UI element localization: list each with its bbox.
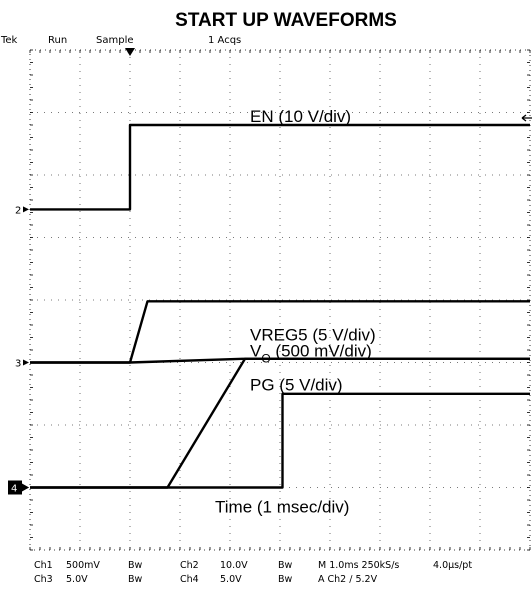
trigger-level-indicator (521, 114, 532, 122)
header-acq-mode: Sample (96, 35, 134, 46)
channel-marker-3: 3 (15, 359, 29, 370)
footer-r1-ch2: Ch2 (180, 560, 199, 571)
channel-marker-label: 3 (15, 359, 21, 370)
footer-r1-resolution: 4.0µs/pt (433, 560, 472, 571)
channel-marker-4: 4 (8, 480, 29, 495)
annotation-2: VREG5 (5 V/div) (250, 326, 376, 345)
annotation-5: Time (1 msec/div) (215, 498, 349, 517)
channel-marker-arrow (23, 206, 29, 213)
grid-border (29, 49, 531, 551)
channel-markers: 2314 (8, 205, 29, 495)
annotation-4: PG (5 V/div) (250, 376, 343, 395)
scope-header: Tek Run Sample 1 Acqs (0, 35, 241, 56)
footer-r2-trigger: A Ch2 ∕ 5.2V (318, 574, 378, 585)
trace-annotations: EN (10 V/div) VREG5 (5 V/div)VO (500 mV/d… (215, 107, 376, 517)
footer-r2-ch4-scale: 5.0V (220, 574, 242, 585)
channel-marker-label: 4 (11, 484, 17, 495)
footer-r2-ch4: Ch4 (180, 574, 199, 585)
footer-r2-ch3: Ch3 (34, 574, 53, 585)
footer-r1-timebase: M 1.0ms 250kS/s (318, 560, 399, 571)
graticule (29, 49, 531, 551)
channel-marker-label: 2 (15, 205, 21, 216)
header-brand: Tek (0, 35, 18, 46)
footer-r1-bw1: Bw (128, 560, 143, 571)
trace-5 (30, 392, 530, 489)
chart-title: START UP WAVEFORMS (175, 10, 397, 31)
channel-marker-box (8, 480, 22, 495)
footer-r1-ch2-scale: 10.0V (220, 560, 248, 571)
footer-r1-ch1: Ch1 (34, 560, 53, 571)
footer-r1-bw2: Bw (278, 560, 293, 571)
header-acq-count: 1 Acqs (208, 35, 241, 46)
trace-1 (30, 123, 530, 211)
annotation-3: VO (500 mV/div) (250, 341, 372, 365)
footer-r1-ch1-scale: 500mV (66, 560, 100, 571)
annotation-1: EN (10 V/div) (250, 107, 351, 126)
footer-r2-bw4: Bw (278, 574, 293, 585)
channel-marker-arrow (23, 359, 29, 366)
channel-marker-arrow (22, 483, 29, 492)
scope-footer: Ch1 500mV Bw Ch2 10.0V Bw M 1.0ms 250kS/… (34, 560, 472, 585)
footer-r2-bw3: Bw (128, 574, 143, 585)
channel-marker-2: 2 (15, 205, 29, 216)
header-mode: Run (48, 35, 67, 46)
footer-r2-ch3-scale: 5.0V (66, 574, 88, 585)
waveform-traces (30, 123, 530, 489)
